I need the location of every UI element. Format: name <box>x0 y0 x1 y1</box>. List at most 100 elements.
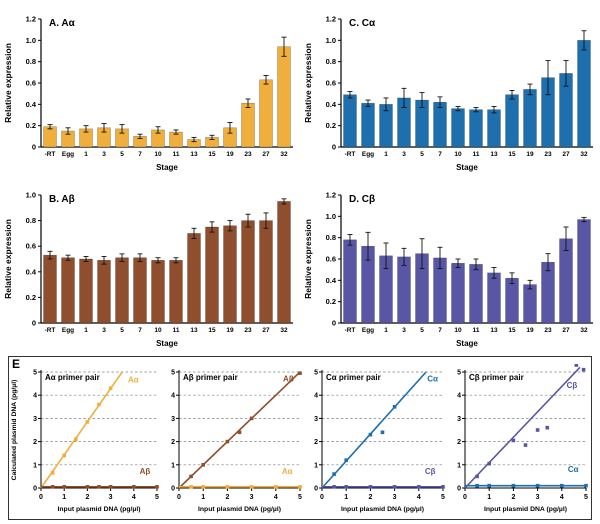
svg-text:Cβ primer pair: Cβ primer pair <box>469 373 524 382</box>
svg-text:15: 15 <box>508 151 516 158</box>
svg-text:27: 27 <box>262 327 270 334</box>
svg-text:27: 27 <box>562 151 570 158</box>
svg-text:0: 0 <box>33 486 37 493</box>
svg-text:0.2: 0.2 <box>26 121 36 130</box>
svg-text:13: 13 <box>490 151 498 158</box>
svg-text:1: 1 <box>344 494 348 501</box>
bar-chart-grid: 0 0.2 0.4 0.6 0.8 1.0 1.2 -RT Egg 1 3 5 7 10 11 13 15 19 2… <box>3 15 593 348</box>
svg-text:32: 32 <box>280 151 288 158</box>
svg-text:1.2: 1.2 <box>326 191 336 200</box>
svg-text:0: 0 <box>332 143 336 152</box>
svg-text:1: 1 <box>384 151 388 158</box>
svg-text:1: 1 <box>201 494 205 501</box>
svg-text:Aβ primer pair: Aβ primer pair <box>183 373 238 382</box>
svg-text:3: 3 <box>314 416 318 423</box>
svg-text:-RT: -RT <box>345 151 356 158</box>
svg-text:-RT: -RT <box>345 327 356 334</box>
svg-text:1: 1 <box>33 462 37 469</box>
svg-text:Cα primer pair: Cα primer pair <box>326 373 381 382</box>
svg-text:0.6: 0.6 <box>26 79 36 88</box>
svg-text:11: 11 <box>173 151 180 158</box>
svg-text:13: 13 <box>490 327 498 334</box>
svg-text:B. Aβ: B. Aβ <box>49 194 75 205</box>
svg-text:4: 4 <box>417 494 421 501</box>
svg-text:2: 2 <box>33 439 37 446</box>
svg-text:2: 2 <box>225 494 229 501</box>
svg-text:11: 11 <box>473 327 480 334</box>
svg-text:7: 7 <box>138 327 142 334</box>
svg-text:1.0: 1.0 <box>326 212 336 221</box>
svg-text:D. Cβ: D. Cβ <box>349 194 375 205</box>
svg-text:0: 0 <box>457 486 461 493</box>
svg-text:5: 5 <box>457 370 461 377</box>
svg-text:5: 5 <box>298 494 302 501</box>
panel-e-box: E 0 1 2 3 4 5 0 1 2 3 4 5 Aα Aβ Aα primer pair Input pl… <box>8 356 592 520</box>
svg-text:5: 5 <box>314 370 318 377</box>
svg-text:Egg: Egg <box>362 327 374 334</box>
svg-text:Input plasmid DNA (pg/µl): Input plasmid DNA (pg/µl) <box>341 506 424 513</box>
svg-text:0.2: 0.2 <box>26 293 36 302</box>
svg-text:5: 5 <box>120 151 124 158</box>
svg-text:23: 23 <box>244 327 252 334</box>
svg-text:Egg: Egg <box>62 327 74 334</box>
svg-text:3: 3 <box>250 494 254 501</box>
svg-text:1: 1 <box>171 462 175 469</box>
svg-text:5: 5 <box>120 327 124 334</box>
svg-text:2: 2 <box>511 494 515 501</box>
svg-text:1: 1 <box>314 462 318 469</box>
svg-text:7: 7 <box>138 151 142 158</box>
svg-text:Relative expression: Relative expression <box>303 219 313 299</box>
svg-text:10: 10 <box>154 151 162 158</box>
svg-text:0.8: 0.8 <box>326 233 336 242</box>
svg-text:0: 0 <box>320 494 324 501</box>
svg-text:10: 10 <box>154 327 162 334</box>
svg-text:19: 19 <box>526 151 534 158</box>
svg-text:0.4: 0.4 <box>26 100 37 109</box>
svg-text:Stage: Stage <box>456 339 478 348</box>
panel-e-label: E <box>12 357 21 371</box>
svg-text:23: 23 <box>544 327 552 334</box>
svg-text:Calculated plasmid DNA (pg/µl): Calculated plasmid DNA (pg/µl) <box>11 380 18 481</box>
svg-text:19: 19 <box>526 327 534 334</box>
svg-text:15: 15 <box>508 327 516 334</box>
svg-text:Stage: Stage <box>156 163 178 172</box>
svg-text:11: 11 <box>473 151 480 158</box>
svg-text:3: 3 <box>109 494 113 501</box>
svg-text:23: 23 <box>244 151 252 158</box>
svg-text:1: 1 <box>84 151 88 158</box>
svg-text:5: 5 <box>441 494 445 501</box>
svg-text:0.6: 0.6 <box>26 242 36 251</box>
scatter-c-beta-primer: 0 1 2 3 4 5 0 1 2 3 4 5 Cβ Cα Cβ primer pair Input plas… <box>457 364 588 513</box>
svg-text:4: 4 <box>33 393 37 400</box>
svg-text:3: 3 <box>402 327 406 334</box>
svg-text:1.0: 1.0 <box>26 36 36 45</box>
svg-text:3: 3 <box>33 416 37 423</box>
svg-text:2: 2 <box>171 439 175 446</box>
svg-text:4: 4 <box>457 393 461 400</box>
svg-text:5: 5 <box>33 370 37 377</box>
svg-text:7: 7 <box>438 327 442 334</box>
svg-text:3: 3 <box>393 494 397 501</box>
svg-text:10: 10 <box>454 151 462 158</box>
svg-text:1.2: 1.2 <box>26 15 36 24</box>
svg-text:3: 3 <box>102 151 106 158</box>
svg-text:2: 2 <box>368 494 372 501</box>
svg-text:Relative expression: Relative expression <box>3 43 13 123</box>
svg-text:4: 4 <box>314 393 318 400</box>
svg-text:0: 0 <box>32 319 36 328</box>
svg-text:4: 4 <box>132 494 136 501</box>
svg-text:0: 0 <box>463 494 467 501</box>
scatter-c-alpha-primer: 0 1 2 3 4 5 0 1 2 3 4 5 Cα Cβ Cα primer pair Input plas… <box>314 370 445 514</box>
svg-text:Egg: Egg <box>362 151 374 158</box>
svg-text:10: 10 <box>454 327 462 334</box>
svg-text:5: 5 <box>420 327 424 334</box>
scatter-a-beta-primer: 0 1 2 3 4 5 0 1 2 3 4 5 Aβ Aα Aβ primer pair Input plas… <box>171 370 302 514</box>
svg-text:3: 3 <box>171 416 175 423</box>
svg-text:19: 19 <box>226 327 234 334</box>
svg-text:0.8: 0.8 <box>326 57 336 66</box>
svg-text:11: 11 <box>173 327 180 334</box>
svg-text:32: 32 <box>280 327 288 334</box>
svg-text:1: 1 <box>487 494 491 501</box>
bar-chart-a-beta: 00.20.40.60.81.0-RT Egg 1 3 5 7 10 11 13 15 19 23 27… <box>3 191 293 348</box>
svg-text:0: 0 <box>32 143 36 152</box>
